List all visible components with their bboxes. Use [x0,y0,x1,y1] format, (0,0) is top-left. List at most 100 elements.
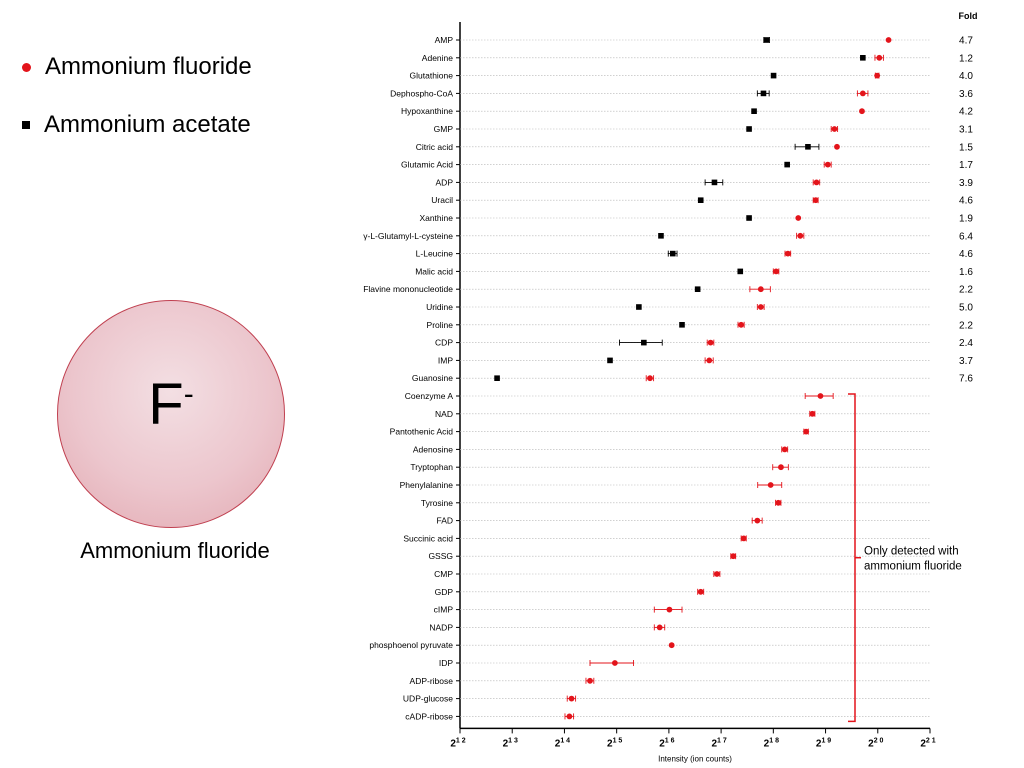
metabolite-label: CMP [434,569,453,579]
x-tick-label: 21 5 [607,737,622,749]
metabolite-label: FAD [436,516,453,526]
fluoride-point [773,268,780,275]
x-axis-title: Intensity (ion counts) [658,754,732,763]
fluoride-point [824,161,831,168]
metabolite-label: IDP [439,658,454,668]
fluoride-point [797,232,804,239]
acetate-point [784,161,790,168]
fold-value: 3.6 [959,89,973,100]
fold-value: 3.1 [959,125,973,136]
fold-value: 4.2 [959,107,973,118]
acetate-point [737,268,744,275]
metabolite-label: ADP-ribose [410,676,454,686]
fluoride-point [587,677,593,684]
metabolite-label: cIMP [434,605,454,615]
bracket-annotation-line-1: Only detected with [864,546,959,558]
legend-label-fluoride: Ammonium fluoride [45,53,252,80]
fold-value: 1.7 [959,160,973,171]
fluoride-point [781,446,788,453]
legend-item-acetate: Ammonium acetate [22,110,252,140]
bracket-line [848,393,856,723]
fold-value: 3.7 [959,356,973,367]
ion-charge: - [183,377,194,411]
metabolite-label: GMP [434,124,454,134]
fold-value: 6.4 [959,231,973,242]
acetate-point [658,233,664,239]
x-tick-label: 22 0 [868,737,883,749]
metabolite-label: phosphoenol pyruvate [369,640,453,650]
metabolite-label: Tryptophan [410,462,453,472]
acetate-point [746,126,752,132]
ion-caption: Ammonium fluoride [80,538,270,563]
fluoride-point [859,108,865,115]
fold-value: 4.0 [959,71,973,82]
fluoride-point [813,179,820,186]
fold-value: 2.2 [959,285,973,296]
metabolite-label: Phenylalanine [400,480,454,490]
acetate-point [679,322,685,328]
fluoride-point [697,588,704,595]
fluoride-point [666,606,673,613]
fluoride-point [803,428,810,435]
metabolite-label: γ-L-Glutamyl-L-cysteine [363,231,453,241]
fold-value: 3.9 [959,178,973,189]
acetate-point [805,144,811,150]
fluoride-point [707,339,714,346]
fluoride-point [831,126,838,132]
fluoride-point [775,499,782,506]
fluoride-point [706,357,713,364]
fluoride-point [566,713,573,720]
metabolite-label: Tyrosine [421,498,453,508]
fold-column-header: Fold [959,11,978,21]
metabolite-label: L-Leucine [416,249,454,259]
metabolite-label: Uridine [426,302,453,312]
ion-letter: F [148,372,184,437]
metabolite-label: Hypoxanthine [401,106,453,116]
fluoride-point [885,37,892,43]
metabolite-label: Coenzyme A [405,391,454,401]
fold-value: 1.5 [959,142,973,153]
x-tick-label: 21 9 [816,737,831,749]
metabolite-label: Uracil [431,195,453,205]
fold-value: 5.0 [959,303,973,314]
x-tick-label: 21 6 [659,737,674,749]
metabolite-label: Guanosine [412,373,453,383]
fluoride-point [874,72,881,79]
metabolite-label: Dephospho-CoA [390,88,453,98]
fold-value: 1.2 [959,53,973,64]
fold-value: 7.6 [959,374,973,385]
acetate-point [860,55,866,61]
legend-label-acetate: Ammonium acetate [44,111,251,138]
metabolite-label: Glutathione [410,71,454,81]
acetate-point [751,108,757,114]
fluoride-point [656,624,663,631]
fluoride-point [795,215,802,221]
fluoride-point [738,321,745,328]
metabolite-label: Pantothenic Acid [390,427,454,437]
fluoride-point [778,464,784,471]
metabolite-label: Adenine [422,53,453,63]
fluoride-point [809,410,816,417]
acetate-point [694,286,701,292]
metabolite-label: Glutamic Acid [401,160,453,170]
fold-value: 2.2 [959,320,973,331]
x-tick-label: 21 8 [764,737,779,749]
metabolite-label: Proline [427,320,454,330]
metabolite-label: IMP [438,355,453,365]
fluoride-point [647,375,653,382]
x-tick-label: 21 7 [711,737,726,749]
fluoride-point [740,535,747,542]
acetate-point [760,90,767,97]
fluoride-point [812,197,819,204]
acetate-point [641,339,647,346]
acetate-point [669,250,676,257]
acetate-point [607,357,613,364]
fluoride-point [611,660,618,666]
acetate-point [697,197,704,203]
metabolite-label: CDP [435,338,453,348]
fluoride-point [817,393,824,399]
metabolite-label: Malic acid [415,266,453,276]
fluoride-point [784,250,791,257]
metabolite-label: Citric acid [416,142,454,152]
